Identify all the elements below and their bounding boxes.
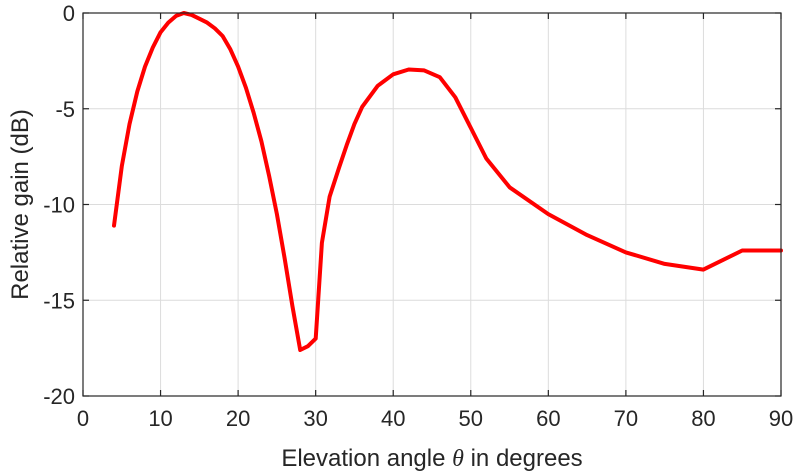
x-tick-label: 80 [691, 406, 715, 431]
y-tick-label: -5 [55, 97, 75, 122]
grid [82, 12, 782, 397]
x-tick-label: 40 [381, 406, 405, 431]
x-tick-label: 60 [536, 406, 560, 431]
x-tick-label: 30 [303, 406, 327, 431]
x-tick-label: 90 [769, 406, 793, 431]
series-line [112, 11, 783, 352]
x-tick-label: 0 [77, 406, 89, 431]
ticks: 0 10 20 30 40 50 60 70 80 90 0 -5 -10 -15 -20 [43, 1, 793, 431]
y-tick-label: 0 [63, 1, 75, 26]
x-axis-label: Elevation angle θ in degrees [281, 445, 582, 472]
series-layer [112, 11, 783, 352]
x-tick-label: 10 [148, 406, 172, 431]
y-tick-label: -10 [43, 193, 75, 218]
x-tick-label: 20 [226, 406, 250, 431]
x-tick-label: 50 [459, 406, 483, 431]
y-tick-label: -15 [43, 288, 75, 313]
y-tick-label: -20 [43, 384, 75, 409]
x-tick-label: 70 [614, 406, 638, 431]
y-axis-label: Relative gain (dB) [7, 109, 34, 300]
